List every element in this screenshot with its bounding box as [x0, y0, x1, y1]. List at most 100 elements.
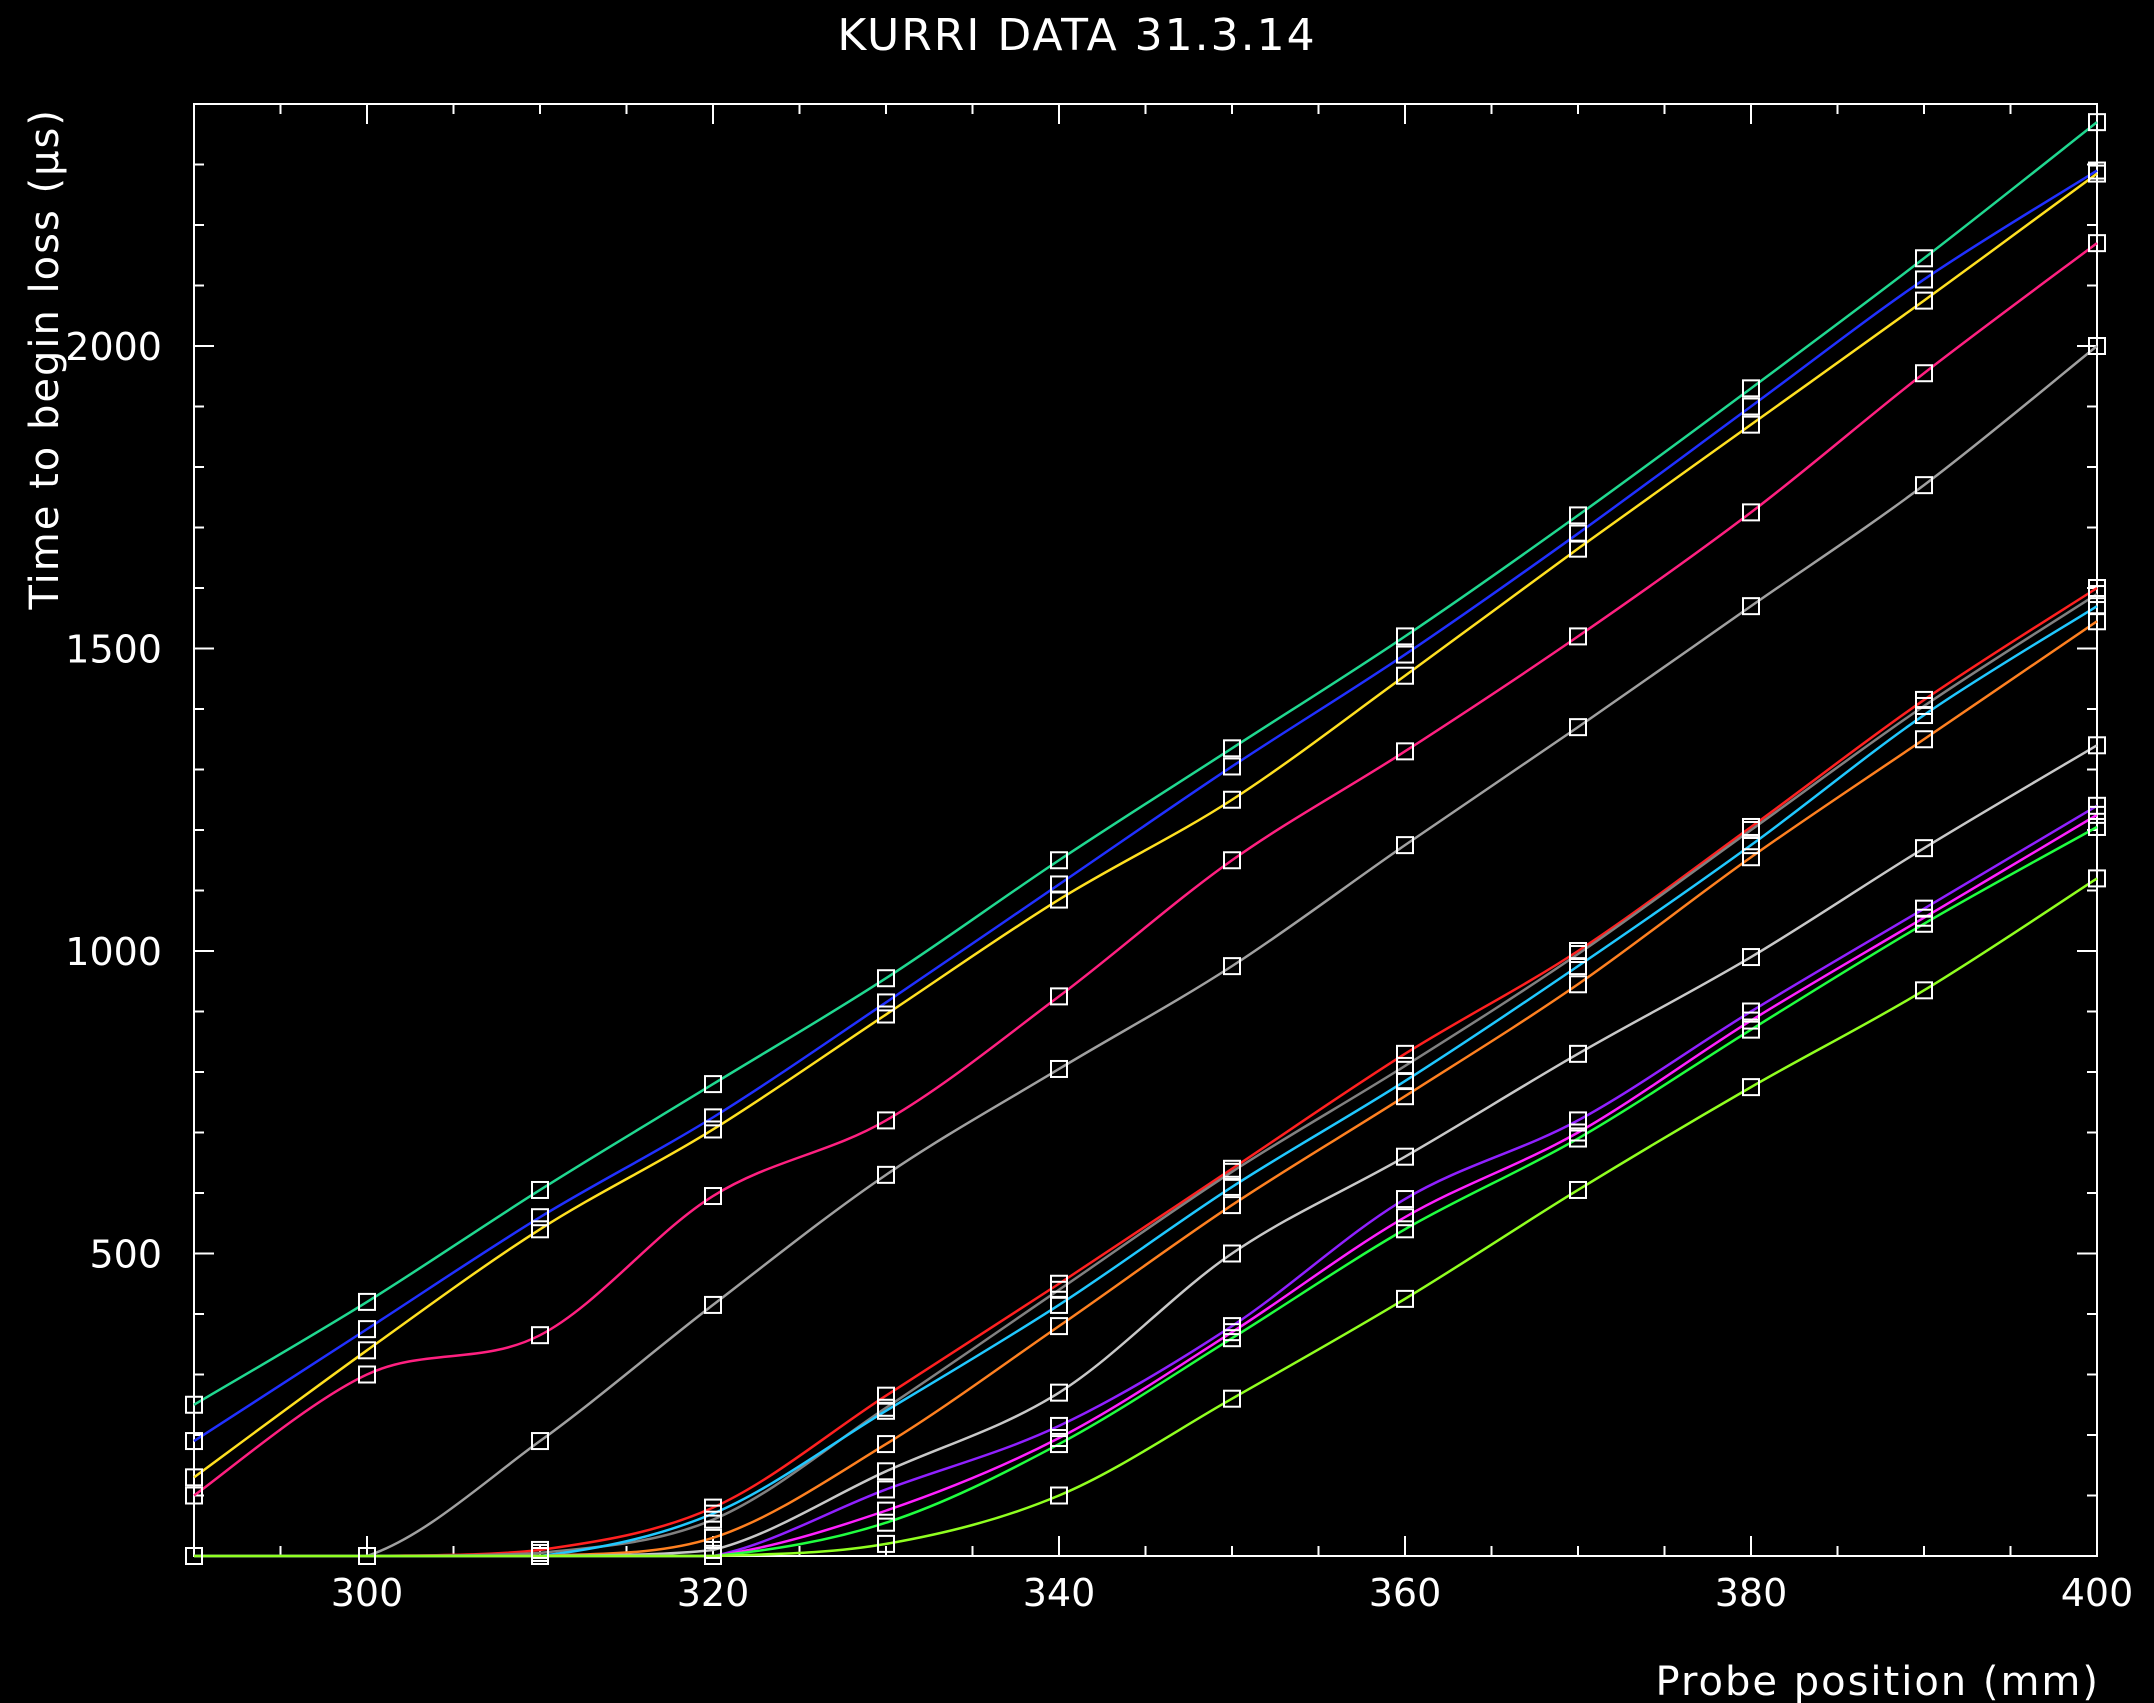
- data-point: [1742, 1078, 1760, 1097]
- data-point: [1050, 1416, 1068, 1435]
- data-point: [1742, 379, 1760, 398]
- data-point: [1742, 948, 1760, 967]
- data-point: [1396, 627, 1414, 646]
- data-point: [531, 1326, 549, 1345]
- data-point: [185, 1395, 203, 1414]
- series-line-3: [193, 172, 2098, 1479]
- data-point: [1569, 627, 1587, 646]
- data-point: [1915, 291, 1933, 310]
- data-point: [2088, 869, 2106, 888]
- data-point: [1050, 1295, 1068, 1314]
- data-point: [704, 1108, 722, 1127]
- data-point: [531, 1180, 549, 1199]
- data-point: [1742, 397, 1760, 416]
- x-tick-label: 300: [331, 1571, 404, 1615]
- data-point: [1569, 957, 1587, 976]
- data-point: [2088, 736, 2106, 755]
- series-line-4: [193, 242, 2098, 1497]
- data-point: [877, 1534, 895, 1553]
- data-point: [531, 1208, 549, 1227]
- data-point: [1050, 1486, 1068, 1505]
- data-point: [1050, 1317, 1068, 1336]
- x-axis-label: Probe position (mm): [1656, 1659, 2100, 1703]
- data-point: [1223, 1196, 1241, 1215]
- data-point: [704, 1528, 722, 1547]
- data-point: [1915, 914, 1933, 933]
- data-point: [1742, 503, 1760, 522]
- data-point: [358, 1547, 376, 1565]
- data-point: [358, 1365, 376, 1384]
- data-point: [1915, 730, 1933, 749]
- data-point: [1915, 981, 1933, 1000]
- data-point: [1050, 1435, 1068, 1454]
- chart-title: KURRI DATA 31.3.14: [837, 10, 1316, 61]
- data-point: [2088, 796, 2106, 815]
- data-point: [185, 1468, 203, 1487]
- data-point: [877, 1401, 895, 1420]
- data-point: [1396, 1044, 1414, 1063]
- data-point: [1396, 1147, 1414, 1166]
- data-point: [2088, 585, 2106, 604]
- data-point: [1915, 839, 1933, 858]
- series-line-2: [193, 169, 2098, 1443]
- data-point: [704, 1504, 722, 1523]
- data-point: [531, 1432, 549, 1451]
- data-point: [1569, 1111, 1587, 1130]
- data-point: [531, 1220, 549, 1239]
- data-point: [1396, 1289, 1414, 1308]
- data-point: [1569, 506, 1587, 525]
- series-line-7: [194, 593, 2098, 1558]
- data-point: [1742, 1002, 1760, 1021]
- data-point: [1050, 1059, 1068, 1078]
- data-point: [704, 1075, 722, 1094]
- data-point: [1396, 1087, 1414, 1106]
- data-point: [877, 1501, 895, 1520]
- data-point: [1223, 1244, 1241, 1263]
- data-point: [1223, 1389, 1241, 1408]
- data-point: [1396, 836, 1414, 855]
- data-point: [1223, 757, 1241, 776]
- data-point: [1569, 539, 1587, 558]
- data-point: [1050, 851, 1068, 870]
- data-point: [704, 1120, 722, 1139]
- data-point: [1569, 975, 1587, 994]
- data-point: [2088, 817, 2106, 836]
- data-point: [1569, 1129, 1587, 1148]
- data-point: [877, 993, 895, 1012]
- data-point: [2088, 164, 2106, 183]
- data-point: [1915, 706, 1933, 725]
- data-point: [185, 1547, 203, 1565]
- data-point: [2088, 337, 2106, 355]
- data-point: [877, 1480, 895, 1499]
- data-point: [185, 1486, 203, 1505]
- data-point: [1223, 957, 1241, 976]
- data-point: [2088, 113, 2106, 132]
- data-point: [704, 1547, 722, 1565]
- data-point: [1742, 415, 1760, 434]
- data-point: [1050, 890, 1068, 909]
- data-point: [1742, 1011, 1760, 1030]
- data-point: [1569, 1044, 1587, 1063]
- data-point: [877, 1111, 895, 1130]
- data-point: [1396, 742, 1414, 761]
- series-line-5: [194, 345, 2098, 1558]
- data-point: [1223, 739, 1241, 758]
- data-point: [704, 1295, 722, 1314]
- data-point: [877, 969, 895, 988]
- y-tick-label: 1500: [65, 628, 162, 672]
- data-point: [1050, 987, 1068, 1006]
- data-point: [1915, 270, 1933, 289]
- data-point: [1396, 1208, 1414, 1227]
- data-point: [2088, 612, 2106, 631]
- data-point: [1223, 1329, 1241, 1348]
- data-point: [185, 1432, 203, 1451]
- data-point: [2088, 234, 2106, 253]
- data-point: [358, 1341, 376, 1360]
- data-point: [877, 1005, 895, 1024]
- x-tick-label: 340: [1023, 1571, 1096, 1615]
- series-line-6: [194, 586, 2098, 1558]
- x-tick-label: 400: [2061, 1571, 2134, 1615]
- data-point: [1569, 945, 1587, 964]
- data-point: [1569, 718, 1587, 737]
